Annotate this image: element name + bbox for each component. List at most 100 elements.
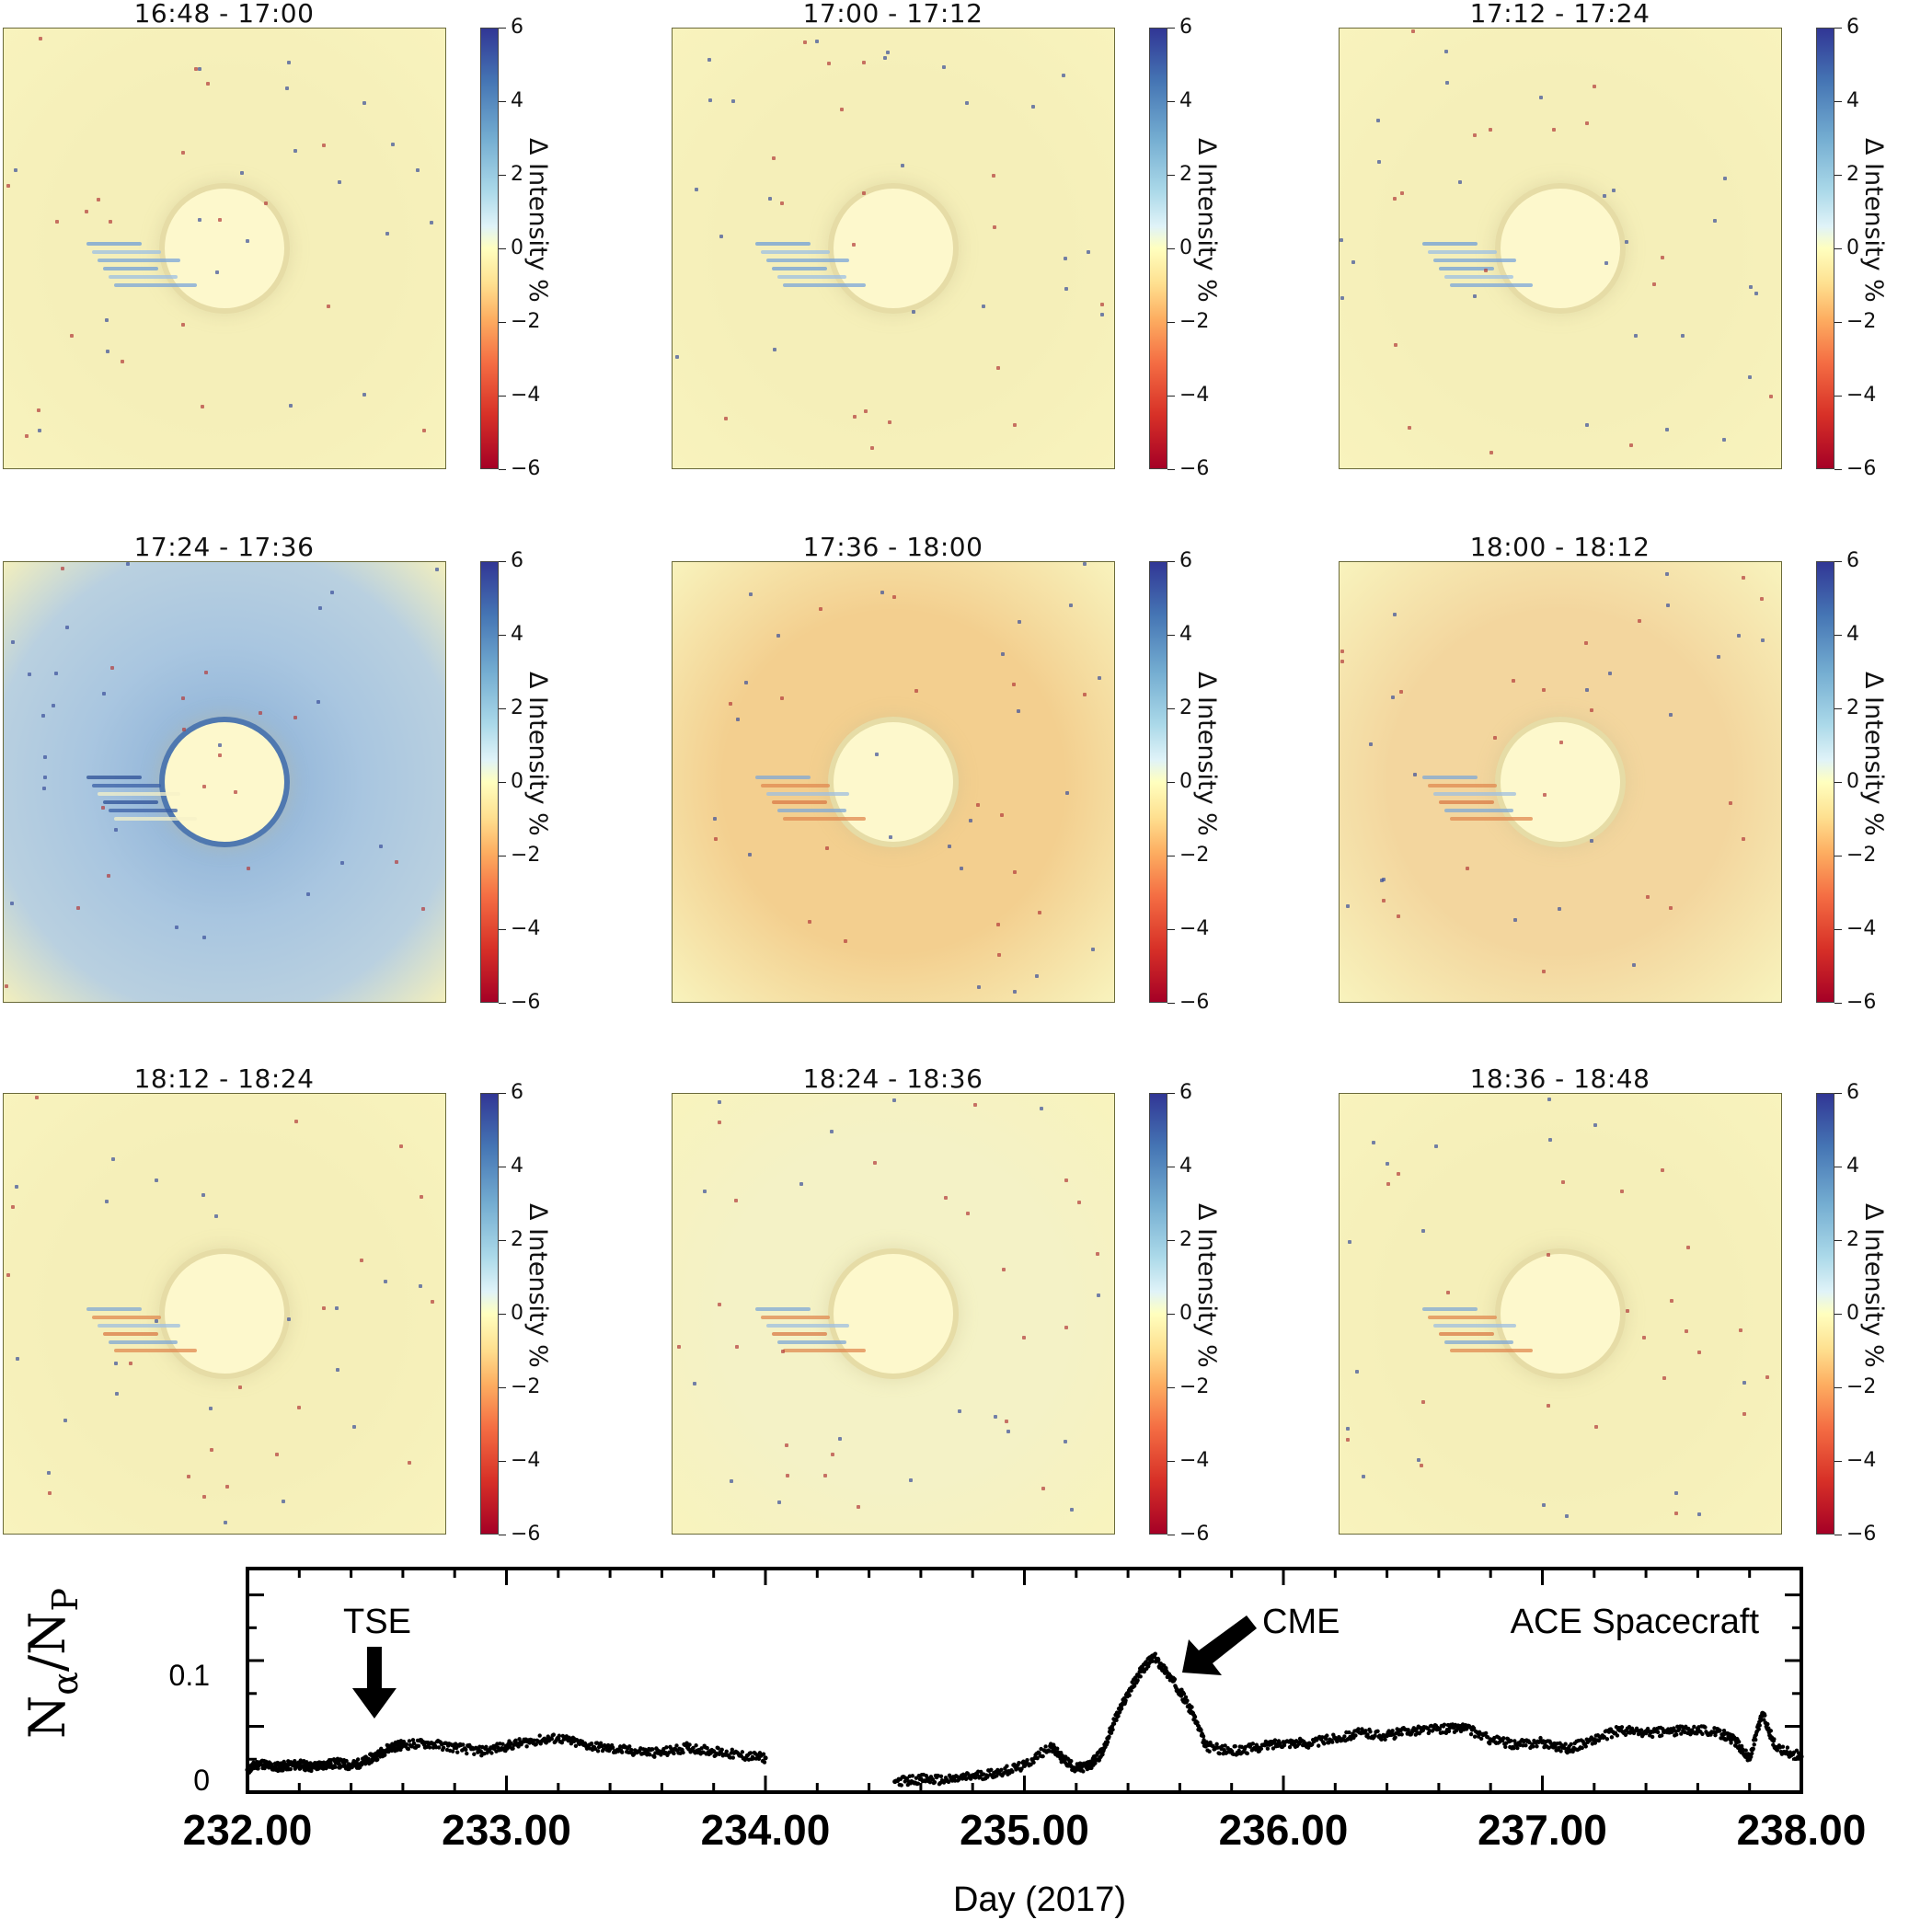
noise-speck xyxy=(823,1474,827,1477)
colorbar-tick xyxy=(1167,175,1175,176)
data-point xyxy=(1703,1725,1708,1730)
coronal-streak xyxy=(777,1340,846,1344)
data-point xyxy=(500,1742,505,1747)
x-tick-label: 236.00 xyxy=(1219,1806,1349,1854)
noise-speck xyxy=(25,434,29,438)
data-point xyxy=(1399,1732,1404,1737)
noise-speck xyxy=(1547,1098,1551,1101)
data-point xyxy=(1775,1748,1780,1753)
data-point xyxy=(1713,1732,1718,1738)
data-point xyxy=(1553,1744,1558,1749)
colorbar xyxy=(1149,28,1167,469)
noise-speck xyxy=(730,1479,733,1483)
noise-speck xyxy=(744,681,748,684)
noise-speck xyxy=(1340,650,1344,653)
data-point xyxy=(910,1774,915,1778)
noise-speck xyxy=(1097,1293,1100,1297)
data-point xyxy=(1749,1754,1754,1759)
colorbar xyxy=(1149,1093,1167,1535)
solar-disk xyxy=(834,722,953,842)
noise-speck xyxy=(1083,693,1087,696)
noise-speck xyxy=(1346,1427,1350,1431)
data-point xyxy=(1503,1744,1508,1750)
data-point xyxy=(1692,1724,1696,1730)
data-point xyxy=(1478,1736,1484,1742)
data-point xyxy=(1580,1745,1584,1751)
colorbar-tick xyxy=(1167,1093,1175,1094)
coronal-streak xyxy=(1439,800,1494,804)
noise-speck xyxy=(11,640,15,644)
colorbar-tick xyxy=(1834,1240,1842,1241)
noise-speck xyxy=(330,591,334,594)
noise-speck xyxy=(246,239,249,243)
data-point xyxy=(1383,1737,1387,1742)
data-point xyxy=(1615,1733,1620,1738)
difference-image xyxy=(1339,28,1782,469)
colorbar-label: Δ Intensity % xyxy=(1192,138,1221,303)
coronal-streak xyxy=(1444,1340,1513,1344)
noise-speck xyxy=(1625,240,1628,244)
coronal-streak xyxy=(1450,817,1533,821)
coronal-streak xyxy=(86,242,142,246)
data-point xyxy=(1250,1742,1256,1746)
noise-speck xyxy=(1420,1464,1423,1467)
coronal-streak xyxy=(777,275,846,279)
panel-1724-1736: 17:24 - 17:36 6 4 2 0 −2 −4 −6 Δ Intensity % xyxy=(0,534,644,1049)
noise-speck xyxy=(831,1453,834,1456)
noise-speck xyxy=(912,310,915,314)
coronal-streak xyxy=(86,776,142,779)
noise-speck xyxy=(215,270,219,274)
colorbar-tick-label-minus-6: −6 xyxy=(1846,457,1877,480)
data-point xyxy=(1245,1751,1249,1756)
data-point xyxy=(1750,1751,1754,1756)
noise-speck xyxy=(416,168,420,172)
coronal-streak xyxy=(86,1307,142,1311)
colorbar-label: Δ Intensity % xyxy=(1859,1203,1888,1368)
noise-speck xyxy=(209,1407,213,1410)
noise-speck xyxy=(1565,1514,1569,1518)
noise-speck xyxy=(976,803,980,807)
noise-speck xyxy=(202,936,206,939)
noise-speck xyxy=(966,1212,970,1215)
noise-speck xyxy=(1642,1336,1646,1339)
noise-speck xyxy=(126,562,130,566)
noise-speck xyxy=(1445,81,1449,85)
noise-speck xyxy=(873,1161,877,1165)
noise-speck xyxy=(38,429,41,432)
data-point xyxy=(1655,1730,1661,1735)
panel-1700-1712: 17:00 - 17:12 6 4 2 0 −2 −4 −6 Δ Intensity % xyxy=(669,0,1313,515)
noise-speck xyxy=(1742,1381,1746,1385)
colorbar-tick xyxy=(499,396,506,397)
colorbar-tick-label-6: 6 xyxy=(1846,549,1859,572)
noise-speck xyxy=(1346,1438,1350,1442)
data-point xyxy=(534,1742,538,1747)
colorbar-tick xyxy=(1167,708,1175,709)
noise-speck xyxy=(10,902,14,905)
noise-speck xyxy=(421,907,425,911)
noise-speck xyxy=(1444,50,1448,53)
data-point xyxy=(1763,1713,1767,1718)
data-point xyxy=(1041,1753,1045,1759)
noise-speck xyxy=(1489,451,1493,454)
noise-speck xyxy=(293,149,297,153)
data-point xyxy=(1772,1737,1777,1742)
coronal-streak xyxy=(772,800,827,804)
noise-speck xyxy=(48,1491,52,1495)
noise-speck xyxy=(731,99,735,103)
panel-time-title: 16:48 - 17:00 xyxy=(133,0,315,29)
noise-speck xyxy=(713,817,717,821)
noise-speck xyxy=(786,1474,789,1477)
noise-speck xyxy=(97,198,100,201)
data-point xyxy=(1181,1691,1187,1696)
data-point xyxy=(416,1743,421,1748)
noise-speck xyxy=(70,334,74,338)
noise-speck xyxy=(362,393,366,397)
noise-speck xyxy=(1612,189,1616,192)
noise-speck xyxy=(693,1382,696,1385)
noise-speck xyxy=(287,61,291,64)
data-point xyxy=(355,1757,361,1762)
noise-speck xyxy=(14,168,17,172)
noise-speck xyxy=(15,1185,18,1189)
x-tick-label: 234.00 xyxy=(701,1806,831,1854)
panel-time-title: 18:36 - 18:48 xyxy=(1469,1063,1650,1094)
